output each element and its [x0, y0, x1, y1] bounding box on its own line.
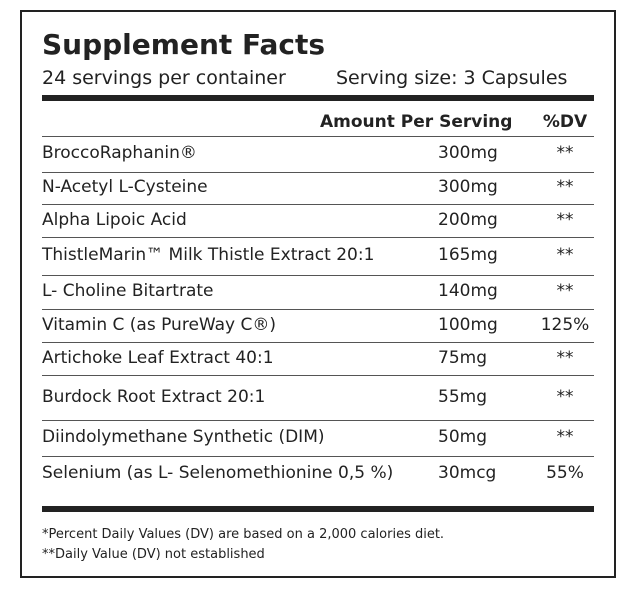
amount: 30mcg: [438, 462, 497, 483]
divider: [42, 375, 594, 376]
divider: [42, 275, 594, 276]
divider: [42, 204, 594, 205]
divider: [42, 237, 594, 238]
amount: 100mg: [438, 314, 498, 335]
servings: 24 servings per container: [42, 67, 286, 89]
daily-value: **: [556, 143, 574, 163]
ingredient-name: L- Choline Bitartrate: [42, 281, 214, 301]
divider: [42, 506, 594, 512]
ingredient-name: Alpha Lipoic Acid: [42, 209, 187, 230]
ingredient-name: Selenium (as L- Selenomethionine 0,5 %): [42, 462, 394, 483]
daily-value: **: [556, 281, 574, 301]
ingredient-name: BroccoRaphanin®: [42, 143, 197, 163]
ingredient-name: ThistleMarin™ Milk Thistle Extract 20:1: [42, 245, 375, 265]
amount: 300mg: [438, 177, 498, 197]
title: Supplement Facts: [42, 28, 326, 61]
amount: 55mg: [438, 386, 487, 407]
divider: [42, 309, 594, 310]
daily-value: **: [556, 209, 574, 230]
divider: [42, 420, 594, 421]
amount: 200mg: [438, 209, 498, 230]
amount: 50mg: [438, 427, 487, 447]
daily-value: **: [556, 427, 574, 447]
amount: 140mg: [438, 281, 498, 301]
amount: 165mg: [438, 245, 498, 265]
column-header: Amount Per Serving: [320, 112, 513, 132]
ingredient-name: Vitamin C (as PureWay C®): [42, 314, 277, 335]
ingredient-name: Artichoke Leaf Extract 40:1: [42, 347, 274, 368]
daily-value: 125%: [540, 314, 590, 335]
ingredient-name: N-Acetyl L-Cysteine: [42, 177, 208, 197]
serving-size: Serving size: 3 Capsules: [336, 67, 568, 89]
amount: 75mg: [438, 347, 487, 368]
divider: [42, 172, 594, 173]
divider: [42, 456, 594, 457]
daily-value: 55%: [546, 462, 584, 483]
daily-value: **: [556, 386, 574, 407]
supplement-facts-label: Supplement Facts 24 servings per contain…: [20, 10, 616, 578]
ingredient-name: Burdock Root Extract 20:1: [42, 386, 266, 407]
ingredient-name: Diindolymethane Synthetic (DIM): [42, 427, 325, 447]
footnote: **Daily Value (DV) not established: [42, 547, 265, 562]
column-header: %DV: [542, 112, 588, 132]
divider: [42, 342, 594, 343]
daily-value: **: [556, 245, 574, 265]
daily-value: **: [556, 177, 574, 197]
divider: [42, 136, 594, 137]
divider: [42, 95, 594, 101]
amount: 300mg: [438, 143, 498, 163]
daily-value: **: [556, 347, 574, 368]
footnote: *Percent Daily Values (DV) are based on …: [42, 527, 445, 542]
